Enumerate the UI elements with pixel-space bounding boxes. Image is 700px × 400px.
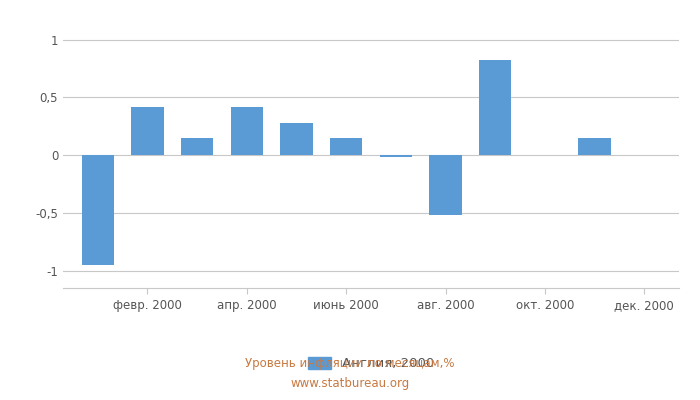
Bar [479,60,511,155]
Bar [280,123,313,155]
Bar [379,155,412,158]
Bar [578,138,610,155]
Bar [330,138,363,155]
Bar [82,155,114,265]
Bar [132,106,164,155]
Bar [429,155,462,215]
Bar [181,138,214,155]
Bar [231,106,263,155]
Text: Уровень инфляции по месяцам,%: Уровень инфляции по месяцам,% [245,358,455,370]
Text: www.statbureau.org: www.statbureau.org [290,378,410,390]
Legend: Англия, 2000: Англия, 2000 [302,352,440,376]
